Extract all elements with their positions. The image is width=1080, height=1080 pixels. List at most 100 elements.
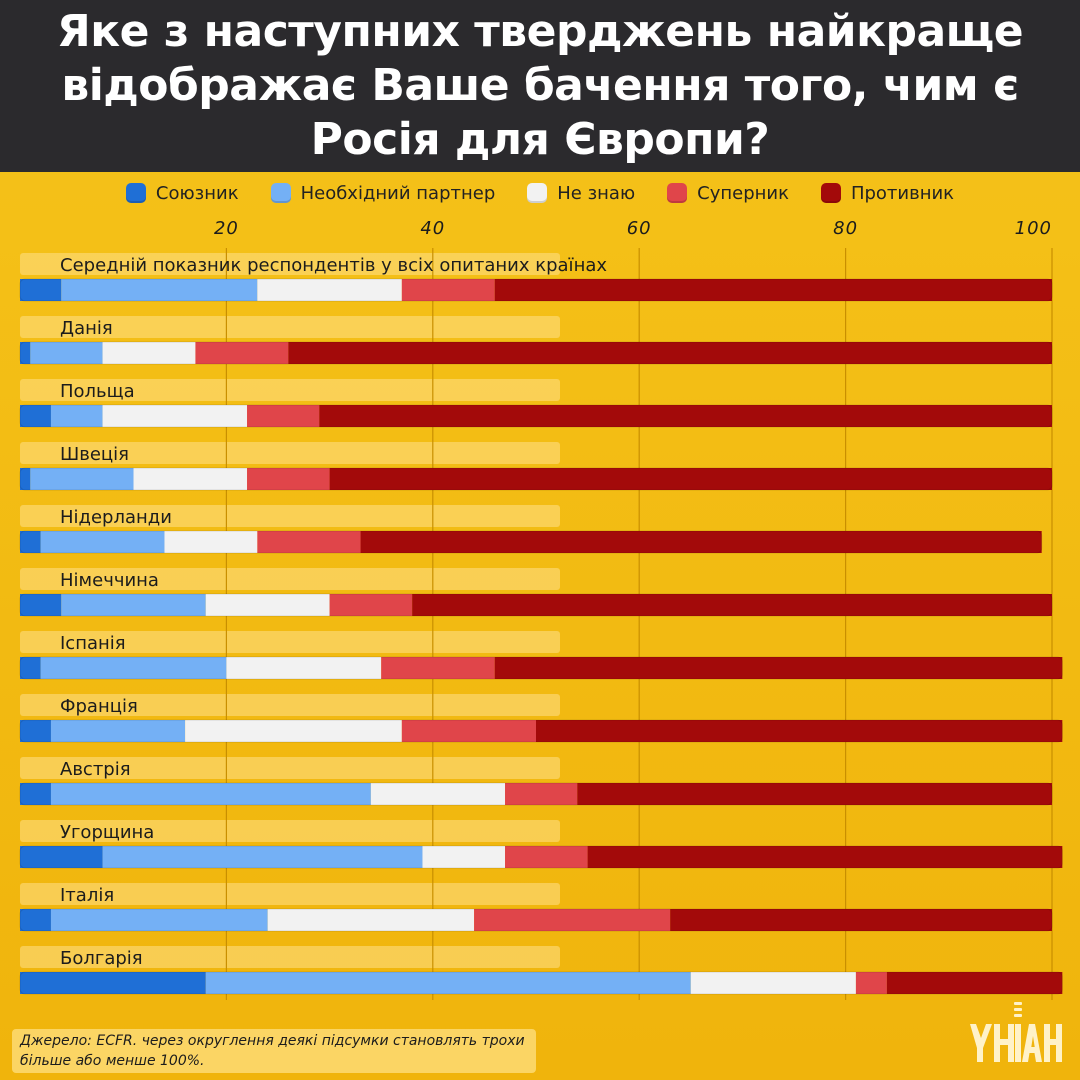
bar-segment — [164, 531, 258, 553]
bar-segment — [505, 846, 588, 868]
legend-swatch — [820, 183, 841, 203]
x-tick-label: 40 — [420, 218, 445, 239]
category-label: Середній показник респондентів у всіх оп… — [60, 255, 607, 276]
bar-segment — [401, 279, 495, 301]
bar-segment — [40, 531, 165, 553]
category-label: Данія — [60, 318, 113, 339]
label-band — [20, 316, 560, 338]
bar-segment — [40, 657, 227, 679]
bar-row — [19, 782, 1053, 806]
legend-label: Противник — [850, 182, 955, 204]
bar-segment — [577, 783, 1052, 805]
label-band — [20, 568, 560, 590]
bar-segment — [20, 405, 51, 427]
bar-segment — [50, 783, 371, 805]
category-label: Нідерланди — [60, 507, 172, 528]
bar-row — [19, 845, 1063, 869]
bar-segment — [360, 531, 1042, 553]
label-band — [20, 757, 560, 779]
label-band — [20, 631, 560, 653]
bar-outline — [19, 719, 1063, 743]
bar-segment — [329, 594, 413, 616]
bar-segment — [50, 405, 103, 427]
bar-segment — [133, 468, 248, 490]
bar-segment — [50, 909, 268, 931]
bar-segment — [670, 909, 1052, 931]
bar-row — [19, 341, 1053, 365]
bar-segment — [422, 846, 506, 868]
bar-row — [19, 593, 1053, 617]
bar-segment — [505, 783, 578, 805]
bar-segment — [412, 594, 1052, 616]
bar-row — [19, 971, 1063, 995]
x-tick-label: 60 — [627, 218, 652, 239]
bar-segment — [494, 657, 1063, 679]
bar-outline — [19, 404, 1053, 428]
bar-segment — [401, 720, 536, 742]
bar-segment — [61, 594, 206, 616]
x-tick-label: 100 — [1015, 218, 1052, 239]
bar-segment — [20, 972, 206, 994]
bar-segment — [247, 468, 330, 490]
legend-label: Союзник — [155, 182, 239, 204]
bar-outline — [19, 656, 1063, 680]
legend: Союзник Необхідний партнер Не знаю Суперник… — [0, 178, 1080, 208]
bar-segment — [20, 342, 31, 364]
label-band — [20, 253, 560, 275]
bar-segment — [886, 972, 1063, 994]
bar-segment — [587, 846, 1063, 868]
legend-label: Суперник — [697, 182, 789, 204]
bar-segment — [247, 405, 320, 427]
bar-outline — [19, 530, 1043, 554]
bar-outline — [19, 782, 1053, 806]
category-label: Німеччина — [60, 570, 159, 591]
label-band — [20, 442, 560, 464]
bar-segment — [102, 846, 423, 868]
legend-swatch — [527, 183, 548, 203]
x-tick-label: 80 — [833, 218, 858, 239]
bar-segment — [370, 783, 506, 805]
bar-segment — [102, 405, 248, 427]
bar-segment — [30, 342, 103, 364]
legend-item: Необхідний партнер — [270, 182, 496, 204]
legend-item: Суперник — [667, 183, 789, 204]
bar-segment — [102, 342, 196, 364]
category-label: Франція — [60, 696, 138, 717]
category-label: Болгарія — [60, 948, 143, 969]
bar-segment — [690, 972, 856, 994]
bar-segment — [20, 531, 41, 553]
legend-label: Не знаю — [557, 182, 636, 204]
bar-segment — [50, 720, 186, 742]
label-band — [20, 379, 560, 401]
bar-segment — [195, 342, 289, 364]
label-band — [20, 820, 560, 842]
label-band — [20, 883, 560, 905]
bar-segment — [226, 657, 382, 679]
bar-outline — [19, 467, 1053, 491]
legend-swatch — [125, 183, 146, 203]
bar-segment — [20, 909, 51, 931]
bar-outline — [19, 593, 1053, 617]
bar-segment — [20, 468, 31, 490]
category-label: Італія — [60, 885, 114, 906]
legend-swatch — [667, 183, 688, 203]
category-label: Швеція — [60, 444, 129, 465]
bar-segment — [855, 972, 887, 994]
bar-segment — [474, 909, 671, 931]
bar-segment — [20, 720, 51, 742]
bar-segment — [205, 972, 691, 994]
bar-segment — [20, 594, 62, 616]
bar-segment — [185, 720, 402, 742]
unian-logo — [970, 1002, 1062, 1062]
label-band — [20, 505, 560, 527]
bar-outline — [19, 845, 1063, 869]
legend-label: Необхідний партнер — [300, 182, 496, 204]
bar-segment — [257, 279, 402, 301]
header: Яке з наступних тверджень найкраще відоб… — [0, 0, 1080, 172]
bar-row — [19, 530, 1043, 554]
category-label: Польща — [60, 381, 135, 402]
x-tick-label: 20 — [214, 218, 239, 239]
bar-segment — [381, 657, 495, 679]
bar-row — [19, 656, 1063, 680]
